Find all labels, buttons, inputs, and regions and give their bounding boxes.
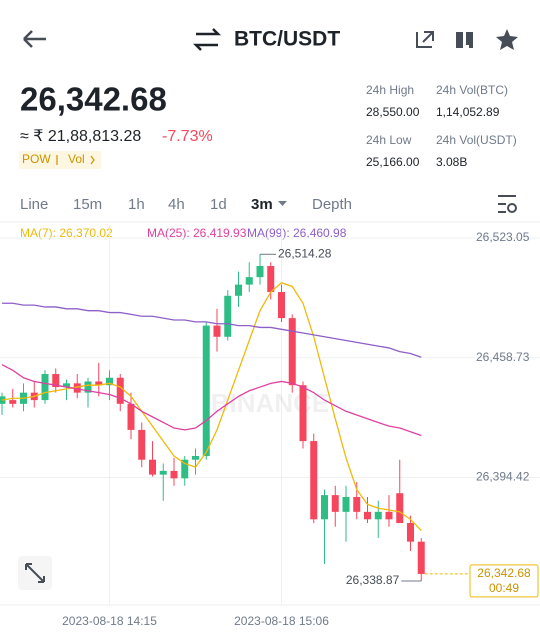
candle-body bbox=[192, 455, 199, 460]
stat-value: 25,166.00 bbox=[366, 155, 420, 169]
swap-icon[interactable] bbox=[192, 28, 222, 51]
x-tick-label: 2023-08-18 15:06 bbox=[234, 614, 329, 628]
tag-divider bbox=[56, 155, 95, 165]
share-icon[interactable] bbox=[416, 31, 434, 48]
candle-body bbox=[353, 496, 361, 512]
candle-body bbox=[9, 400, 17, 404]
tag-box[interactable] bbox=[19, 151, 101, 169]
ma-line bbox=[2, 302, 422, 358]
pair-title[interactable]: BTC/USDT bbox=[234, 28, 340, 51]
y-tick-label: 26,458.73 bbox=[476, 350, 530, 364]
candle-body bbox=[407, 523, 414, 542]
fiat-price: ≈ ₹ 21,88,813.28 bbox=[20, 128, 141, 145]
stat-value: 3.08B bbox=[436, 155, 467, 169]
candle-body bbox=[106, 377, 113, 386]
settings-gear bbox=[507, 203, 517, 213]
candle-body bbox=[364, 511, 371, 520]
tag-pow[interactable]: POW bbox=[22, 152, 51, 166]
candle-body bbox=[310, 441, 318, 520]
candle-body bbox=[159, 470, 167, 475]
last-price: 26,342.68 bbox=[20, 81, 167, 118]
candle-body bbox=[41, 374, 49, 401]
candle-body bbox=[95, 381, 103, 386]
candle-body bbox=[213, 325, 221, 337]
stat-value: 1,14,052.89 bbox=[436, 105, 500, 119]
candle-body bbox=[374, 511, 382, 520]
candle-body bbox=[52, 374, 60, 388]
candle-body bbox=[417, 541, 425, 574]
price-change: -7.73% bbox=[162, 128, 213, 145]
ma-label: MA(7): 26,370.02 bbox=[20, 226, 113, 240]
timeframe-tab[interactable]: 1h bbox=[128, 196, 145, 213]
candle-body bbox=[256, 265, 264, 278]
candle-body bbox=[63, 383, 70, 388]
candle-body bbox=[299, 385, 307, 442]
y-tick-label: 26,394.42 bbox=[476, 470, 530, 484]
settings-icon[interactable] bbox=[498, 195, 516, 213]
low-label: 26,338.87 bbox=[346, 573, 400, 587]
timeframe-tab[interactable]: Depth bbox=[312, 196, 352, 213]
candle-body bbox=[288, 318, 296, 386]
candle-body bbox=[127, 403, 135, 430]
candle-body bbox=[138, 429, 146, 460]
stat-label: 24h Vol(USDT) bbox=[436, 133, 517, 147]
ma-label: MA(25): 26,419.93 bbox=[147, 226, 247, 240]
tab-caret bbox=[278, 201, 287, 206]
candle-body bbox=[84, 381, 92, 393]
candle-body bbox=[116, 377, 124, 404]
stat-value: 28,550.00 bbox=[366, 105, 420, 119]
ma-label: MA(99): 26,460.98 bbox=[247, 226, 347, 240]
timeframe-tab[interactable]: 3m bbox=[251, 196, 273, 213]
candle-body bbox=[73, 383, 81, 393]
timeframe-tab[interactable]: Line bbox=[20, 196, 48, 213]
layout-icon[interactable] bbox=[456, 32, 473, 48]
x-tick-label: 2023-08-18 14:15 bbox=[62, 614, 157, 628]
candle-body bbox=[224, 295, 232, 337]
favorite-icon[interactable] bbox=[496, 29, 518, 50]
candle-body bbox=[331, 495, 339, 512]
expand-icon[interactable] bbox=[18, 556, 52, 590]
stat-label: 24h High bbox=[366, 83, 414, 97]
candle-body bbox=[342, 496, 350, 512]
candle-body bbox=[385, 511, 393, 520]
candle-body bbox=[181, 459, 189, 479]
stat-label: 24h Low bbox=[366, 133, 412, 147]
high-label: 26,514.28 bbox=[278, 246, 332, 260]
candle-body bbox=[235, 284, 242, 296]
candle-body bbox=[267, 265, 275, 293]
stat-label: 24h Vol(BTC) bbox=[436, 83, 508, 97]
countdown: 00:49 bbox=[489, 581, 519, 595]
timeframe-tab[interactable]: 4h bbox=[168, 196, 185, 213]
candle-body bbox=[149, 459, 156, 475]
last-price-tag bbox=[469, 564, 539, 598]
candle-body bbox=[396, 493, 404, 524]
timeframe-tab[interactable]: 15m bbox=[73, 196, 102, 213]
timeframe-tab[interactable]: 1d bbox=[210, 196, 227, 213]
candle-body bbox=[170, 470, 178, 479]
candle-body bbox=[245, 277, 253, 285]
ma-line bbox=[1, 364, 422, 437]
back-button[interactable] bbox=[23, 30, 46, 48]
candle-body bbox=[321, 495, 328, 520]
candle-body bbox=[278, 292, 285, 319]
candle-body bbox=[202, 325, 210, 456]
last-price-tag-value: 26,342.68 bbox=[477, 566, 531, 580]
tag-vol[interactable]: Vol bbox=[68, 152, 85, 166]
y-tick-label: 26,523.05 bbox=[476, 230, 530, 244]
